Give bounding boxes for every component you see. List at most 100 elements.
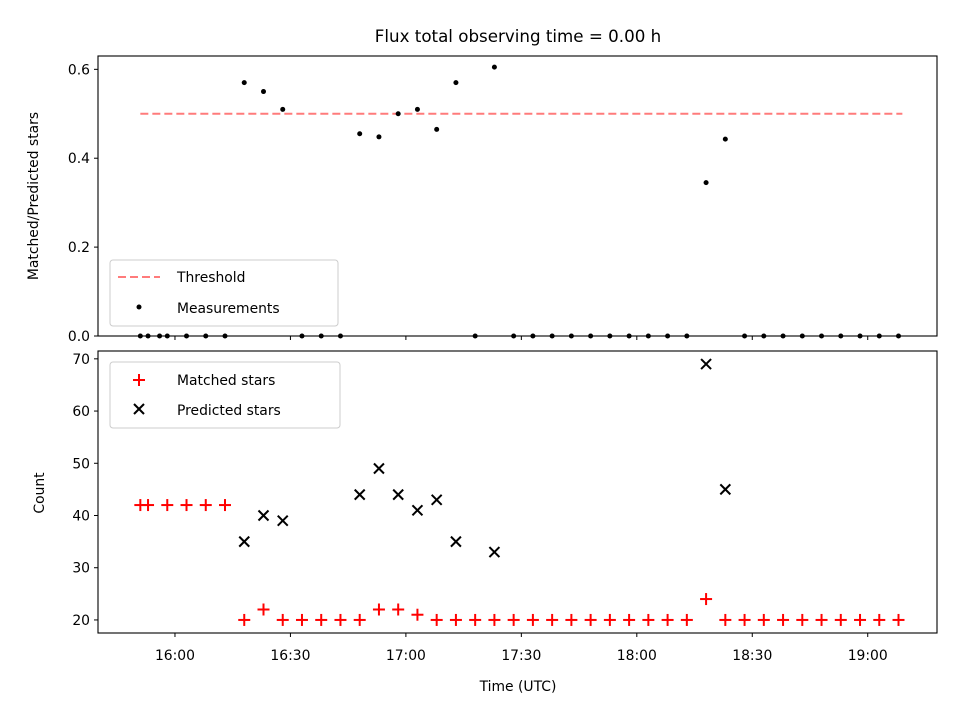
- matched-star-point: [411, 608, 424, 621]
- matched-star-point: [372, 603, 385, 616]
- predicted-star-point: [277, 515, 289, 527]
- measurement-point: [241, 80, 247, 86]
- predicted-star-point: [488, 546, 501, 558]
- top-legend: Threshold Measurements: [109, 259, 339, 327]
- matched-star-point: [507, 613, 520, 626]
- matched-star-point: [873, 613, 886, 626]
- measurement-point: [453, 80, 459, 86]
- measurement-point: [491, 64, 497, 70]
- bottom-y-tick-label: 50: [72, 456, 90, 472]
- bottom-y-tick-label: 70: [72, 352, 90, 368]
- matched-star-point: [180, 499, 193, 512]
- matched-star-point: [257, 603, 270, 616]
- matched-star-point: [238, 613, 251, 626]
- matched-star-point: [700, 593, 713, 606]
- predicted-star-point: [719, 483, 732, 496]
- top-axes-frame: [97, 55, 938, 337]
- chart-title: Flux total observing time = 0.00 h: [375, 26, 661, 46]
- predicted-star-stroke-b: [700, 358, 712, 370]
- bottom-y-tick-label: 20: [72, 613, 90, 629]
- x-axis-label: Time (UTC): [479, 679, 557, 695]
- bottom-legend: Matched stars Predicted stars: [109, 361, 341, 429]
- matched-star-point: [623, 613, 636, 626]
- matched-star-point: [680, 613, 693, 626]
- matched-star-point: [161, 499, 174, 512]
- matched-star-point: [892, 613, 905, 626]
- predicted-star-point: [373, 462, 385, 475]
- legend-predicted-marker: [133, 403, 145, 415]
- matched-star-point: [546, 613, 559, 626]
- predicted-star-stroke-b: [353, 488, 366, 501]
- predicted-star-stroke-b: [277, 515, 289, 527]
- predicted-star-stroke-b: [450, 535, 462, 548]
- top-legend-box: [109, 259, 339, 327]
- matched-star-point: [526, 613, 539, 626]
- predicted-star-stroke-b: [373, 462, 385, 475]
- matched-star-point: [276, 613, 289, 626]
- measurement-point: [703, 180, 709, 186]
- bottom-y-axis-label: Count: [32, 472, 48, 514]
- bottom-y-tick-label: 40: [72, 509, 90, 525]
- x-tick-label: 19:00: [848, 648, 888, 664]
- matched-star-point: [738, 613, 751, 626]
- matched-star-point: [815, 613, 828, 626]
- measurement-point: [376, 134, 382, 140]
- matched-star-point: [199, 499, 212, 512]
- matched-star-point: [603, 613, 616, 626]
- predicted-star-point: [411, 504, 424, 516]
- predicted-star-point: [353, 488, 366, 501]
- x-tick-label: 16:00: [155, 648, 195, 664]
- predicted-star-point: [700, 358, 712, 370]
- matched-star-point: [719, 613, 732, 626]
- legend-matched-marker: [133, 374, 145, 386]
- matched-star-point: [642, 613, 655, 626]
- legend-threshold-label: Threshold: [176, 270, 245, 286]
- x-tick-label: 18:00: [617, 648, 657, 664]
- matched-star-point: [796, 613, 809, 626]
- matched-star-point: [469, 613, 482, 626]
- top-y-tick-label: 0.2: [68, 240, 90, 256]
- measurement-point: [395, 111, 401, 117]
- matched-star-point: [661, 613, 674, 626]
- bottom-plot-area: [134, 358, 905, 626]
- matched-star-point: [488, 613, 501, 626]
- measurement-point: [434, 126, 440, 132]
- matched-star-point: [219, 499, 232, 512]
- top-y-tick-label: 0.0: [68, 329, 90, 345]
- legend-measurements-marker: [136, 304, 142, 310]
- matched-star-point: [777, 613, 790, 626]
- matched-star-point: [834, 613, 847, 626]
- predicted-star-point: [238, 535, 250, 548]
- matched-star-point: [449, 613, 462, 626]
- x-tick-label: 17:30: [501, 648, 541, 664]
- bottom-panel: Count Time (UTC) Matched stars Predicted…: [32, 350, 938, 695]
- matched-star-point: [584, 613, 597, 626]
- matched-star-point: [854, 613, 867, 626]
- measurement-point: [414, 106, 420, 112]
- matched-star-point: [565, 613, 578, 626]
- x-tick-label: 18:30: [732, 648, 772, 664]
- predicted-star-stroke-b: [257, 509, 270, 522]
- matched-star-point: [430, 613, 443, 626]
- top-panel: Flux total observing time = 0.00 h Match…: [26, 26, 938, 339]
- predicted-star-stroke-b: [238, 535, 250, 548]
- bottom-axes-frame: [97, 350, 938, 634]
- x-tick-label: 17:00: [386, 648, 426, 664]
- top-y-tick-label: 0.6: [68, 62, 90, 78]
- measurement-point: [722, 136, 728, 142]
- legend-measurements-label: Measurements: [177, 301, 280, 317]
- predicted-star-stroke-b: [488, 546, 501, 558]
- predicted-star-point: [392, 488, 404, 501]
- measurement-point: [280, 106, 286, 112]
- predicted-star-stroke-b: [392, 488, 404, 501]
- legend-matched-label: Matched stars: [177, 373, 275, 389]
- predicted-star-point: [450, 535, 462, 548]
- predicted-star-stroke-b: [719, 483, 732, 496]
- predicted-star-stroke-b: [430, 494, 443, 506]
- matched-star-point: [334, 613, 347, 626]
- predicted-star-stroke-b: [411, 504, 424, 516]
- bottom-legend-box: [109, 361, 341, 429]
- predicted-star-point: [257, 509, 270, 522]
